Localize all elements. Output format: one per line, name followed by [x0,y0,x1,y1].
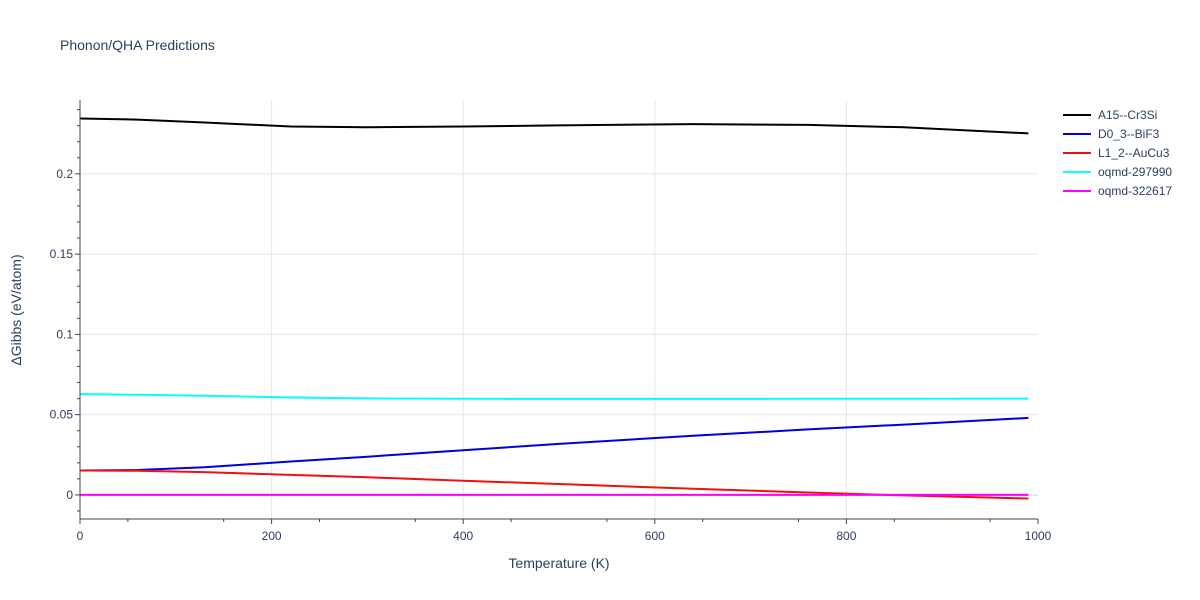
series-line-D0_3--BiF3 [79,416,1029,472]
x-tick-label: 1000 [1025,529,1052,543]
legend-item[interactable]: L1_2--AuCu3 [1063,146,1170,160]
y-tick-label: 0.05 [50,408,74,422]
x-tick-label: 200 [262,529,282,543]
y-tick-label: 0 [66,488,73,502]
x-tick-label: 0 [77,529,84,543]
x-axis-title: Temperature (K) [508,555,609,571]
x-tick-label: 400 [453,529,473,543]
legend[interactable]: A15--Cr3Si D0_3--BiF3 L1_2--AuCu3 oqmd-2979… [1063,108,1172,198]
series-line-A15--Cr3Si [79,117,1029,135]
x-tick-label: 800 [836,529,856,543]
legend-label: oqmd-322617 [1098,184,1172,198]
y-tick-label: 0.1 [56,327,73,341]
x-tick-label: 600 [645,529,665,543]
y-tick-label: 0.15 [50,247,74,261]
y-axis-title: ΔGibbs (eV/atom) [8,254,24,365]
y-tick-label: 0.2 [56,167,73,181]
legend-item[interactable]: D0_3--BiF3 [1063,127,1160,141]
series-line-oqmd-297990 [79,393,1029,400]
legend-label: oqmd-297990 [1098,165,1172,179]
ticks-layer: 0 200 400 600 800 1000 0 0.05 0.1 0.15 0.2 [50,109,1052,543]
legend-item[interactable]: oqmd-322617 [1063,184,1172,198]
legend-label: A15--Cr3Si [1098,108,1157,122]
legend-item[interactable]: oqmd-297990 [1063,165,1172,179]
grid-layer [80,100,1038,519]
legend-label: L1_2--AuCu3 [1098,146,1170,160]
series-layer [79,117,1029,500]
legend-label: D0_3--BiF3 [1098,127,1160,141]
chart-title: Phonon/QHA Predictions [60,37,215,53]
legend-item[interactable]: A15--Cr3Si [1063,108,1157,122]
axes-layer [79,100,1038,520]
series-line-L1_2--AuCu3 [79,469,1029,500]
